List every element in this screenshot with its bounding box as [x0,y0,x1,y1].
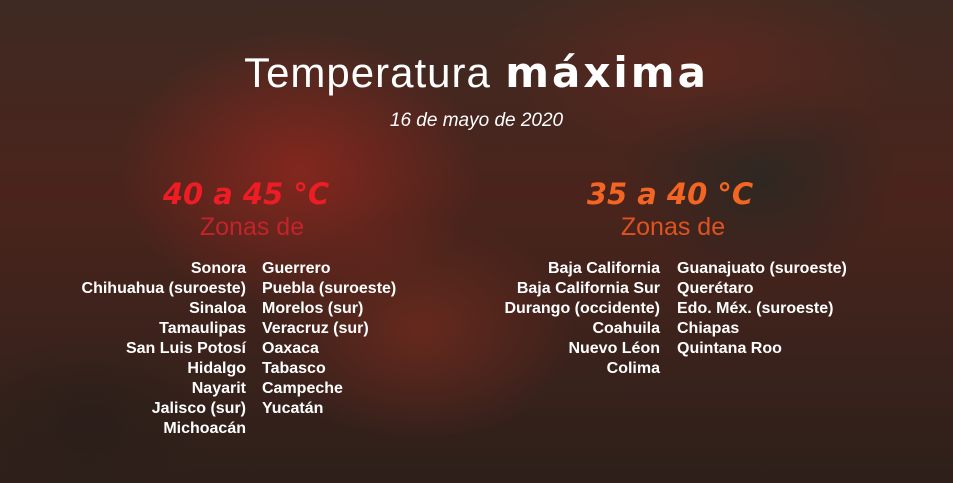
hot-label: Zonas de [199,213,305,241]
zone-item: Guanajuato (suroeste) [677,260,847,277]
zone-item: Hidalgo [187,360,246,377]
zone-item: Nuevo Léon [568,340,660,357]
zone-item: Chiapas [677,320,740,337]
zone-item: Querétaro [677,280,754,297]
zone-item: Nayarit [191,380,246,397]
zone-item: Chihuahua (suroeste) [81,280,246,297]
warm-list-col2: Guanajuato (suroeste) Querétaro Edo. Méx. … [677,259,847,359]
zone-item: Sonora [190,260,246,277]
zone-item: Guerrero [262,260,331,277]
zone-item: Campeche [262,380,343,397]
title-light: Temperatura [244,49,491,96]
warm-label: Zonas de [620,213,726,241]
zone-item: Yucatán [262,400,324,417]
zone-item: Quintana Roo [677,340,782,357]
title-bold: máxima [505,48,709,97]
zone-item: Edo. Méx. (suroeste) [677,300,834,317]
hot-list-col2: Guerrero Puebla (suroeste) Morelos (sur) Ve… [262,259,396,419]
warm-list-col1: Baja California Baja California Sur Durang… [504,259,660,379]
hot-range: 40 a 45 °C [162,177,330,211]
date: 16 de mayo de 2020 [389,110,564,131]
zone-item: Jalisco (sur) [151,400,246,417]
zone-item: Baja California [547,260,660,277]
zone-item: Oaxaca [262,340,319,357]
zone-item: Durango (occidente) [504,300,660,317]
zone-item: Coahuila [592,320,660,337]
zone-item: San Luis Potosí [125,340,246,357]
zone-item: Puebla (suroeste) [262,280,397,297]
zone-item: Morelos (sur) [262,300,364,317]
zone-item: Veracruz (sur) [262,320,369,337]
zone-item: Tamaulipas [159,320,246,337]
zone-item: Baja California Sur [516,280,660,297]
zone-item: Sinaloa [189,300,246,317]
hot-list-col1: Sonora Chihuahua (suroeste) Sinaloa Tamauli… [82,259,246,439]
warm-range: 35 a 40 °C [586,177,754,211]
page-title: Temperatura máxima [0,48,953,97]
zone-item: Tabasco [262,360,326,377]
zone-item: Michoacán [163,420,246,437]
zone-item: Colima [606,360,660,377]
